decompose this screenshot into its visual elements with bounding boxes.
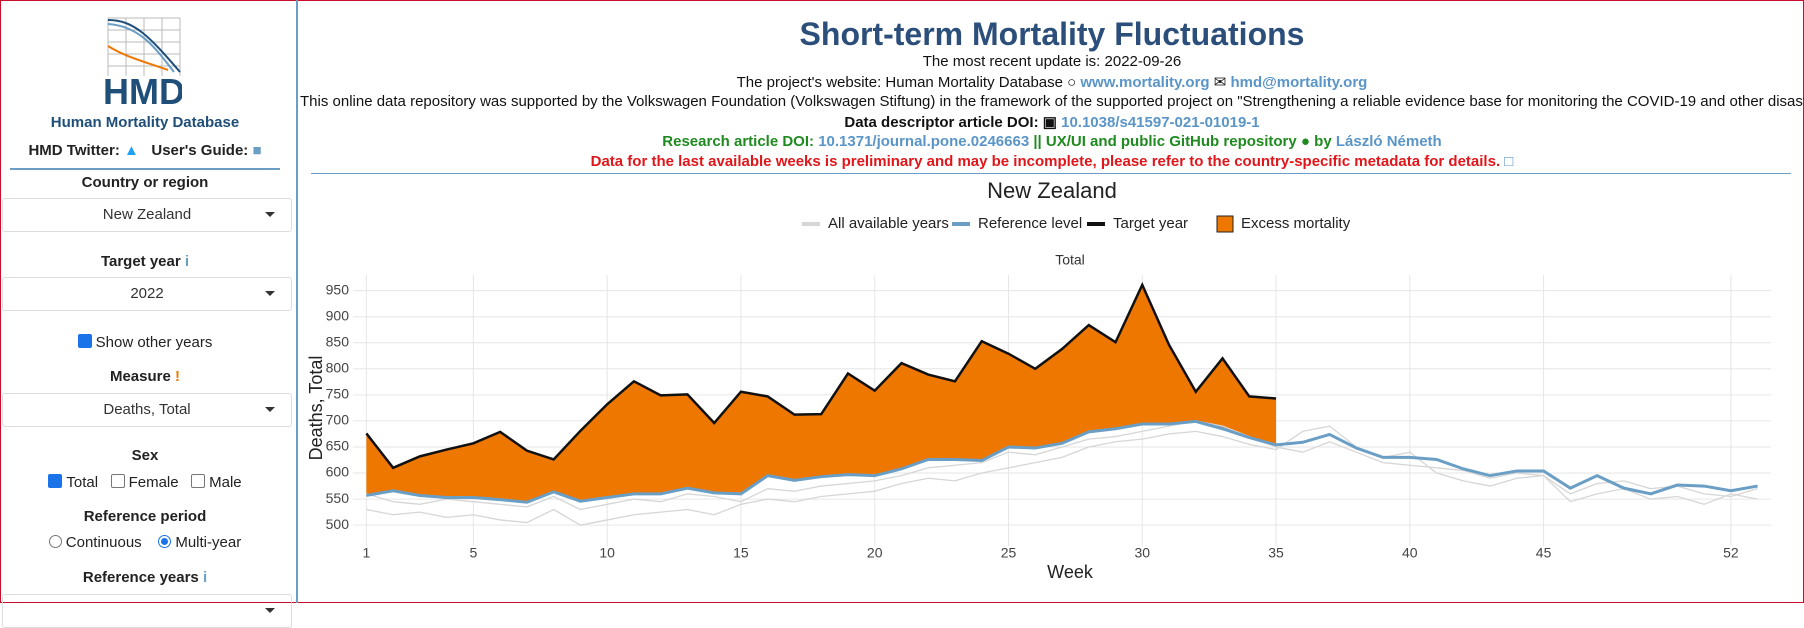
legend-label: Target year <box>1113 215 1188 232</box>
logo: HMD <box>104 17 182 108</box>
divider <box>10 168 280 170</box>
excess-area <box>366 284 1277 503</box>
chart: New Zealand Total Week Deaths, Total 500… <box>306 178 1771 582</box>
sex-label: Sex <box>131 447 159 464</box>
ref-option[interactable]: Multi-year <box>175 534 242 551</box>
country-label: Country or region <box>81 174 209 191</box>
website-link[interactable]: www.mortality.org <box>1080 74 1210 91</box>
update: The most recent update is: 2022-09-26 <box>922 53 1182 70</box>
page-title: Short-term Mortality Fluctuations <box>799 16 1305 52</box>
other-year-line <box>366 420 1758 511</box>
x-tick-label: 30 <box>1134 545 1150 561</box>
measure-label-text: Measure <box>109 368 171 385</box>
y-tick-label: 550 <box>326 490 350 506</box>
show-other[interactable]: Show other years <box>0 334 290 351</box>
research-label: Research article DOI: <box>662 133 815 150</box>
author[interactable]: László Németh <box>1335 133 1442 150</box>
sex-option[interactable]: Total <box>66 474 99 491</box>
show-other-text: Show other years <box>95 334 213 351</box>
chart-title: New Zealand <box>987 178 1117 203</box>
x-tick-label: 15 <box>733 545 749 561</box>
descriptor-line: Data descriptor article DOI: ▣ 10.1038/s… <box>844 114 1260 131</box>
other-year-line <box>366 425 1758 526</box>
x-tick-label: 20 <box>867 545 883 561</box>
sex-option[interactable]: Female <box>128 474 179 491</box>
legend-label: Reference level <box>978 215 1082 232</box>
legend-swatch <box>1216 215 1234 233</box>
email-link[interactable]: hmd@mortality.org <box>1230 74 1368 91</box>
y-axis-title: Deaths, Total <box>306 356 326 461</box>
ref-years-label: Reference years i <box>82 569 208 586</box>
x-tick-label: 40 <box>1402 545 1418 561</box>
legend-label: All available years <box>828 215 949 232</box>
research-link[interactable]: 10.1371/journal.pone.0246663 <box>818 133 1030 150</box>
y-tick-label: 900 <box>326 307 350 323</box>
ref-years-select[interactable] <box>2 594 292 628</box>
guide-label[interactable]: User's Guide: <box>151 142 249 159</box>
x-tick-label: 35 <box>1268 545 1284 561</box>
measure-select[interactable]: Deaths, Total <box>2 393 292 427</box>
research-line: Research article DOI: 10.1371/journal.po… <box>662 133 1442 150</box>
reference-line <box>366 419 1758 504</box>
descriptor-link[interactable]: 10.1038/s41597-021-01019-1 <box>1061 114 1260 131</box>
legend-label: Excess mortality <box>1241 215 1351 232</box>
ref-period-label: Reference period <box>83 508 207 525</box>
website-label: The project's website: Human Mortality D… <box>736 74 1063 91</box>
y-tick-label: 800 <box>326 360 350 376</box>
warning-text: Data for the last available weeks is pre… <box>590 153 1501 170</box>
links-row: HMD Twitter: ▲ User's Guide: ■ <box>28 142 262 159</box>
header-rule <box>311 173 1791 174</box>
x-tick-label: 10 <box>599 545 615 561</box>
website-line: The project's website: Human Mortality D… <box>736 74 1368 91</box>
country-select[interactable]: New Zealand <box>2 198 292 232</box>
ref-years-text: Reference years <box>82 569 199 586</box>
chart-subtitle: Total <box>1055 252 1085 268</box>
y-tick-label: 950 <box>326 281 350 297</box>
x-axis-title: Week <box>1047 562 1094 582</box>
ref-option[interactable]: Continuous <box>65 534 142 551</box>
x-tick-label: 1 <box>362 545 370 561</box>
x-tick-label: 52 <box>1723 545 1739 561</box>
y-tick-label: 650 <box>326 438 350 454</box>
sidebar: HMD Human Mortality Database HMD Twitter… <box>0 0 298 628</box>
target-label-text: Target year <box>100 253 181 270</box>
measure-label: Measure ! <box>109 368 181 385</box>
target-line <box>365 281 1277 470</box>
target-label: Target year i <box>100 253 190 270</box>
y-tick-label: 500 <box>326 516 350 532</box>
y-tick-label: 850 <box>326 333 350 349</box>
logo-text: HMD <box>104 71 182 108</box>
y-tick-label: 750 <box>326 386 350 402</box>
by: by <box>1314 133 1332 150</box>
warning: Data for the last available weeks is pre… <box>590 153 1514 170</box>
x-tick-label: 45 <box>1536 545 1552 561</box>
sex-options: Total Female Male <box>0 474 290 491</box>
x-tick-label: 25 <box>1001 545 1017 561</box>
ref-period-options: Continuous Multi-year <box>0 534 290 551</box>
github[interactable]: || UX/UI and public GitHub repository <box>1033 133 1297 150</box>
target-select[interactable]: 2022 <box>2 277 292 311</box>
x-tick-label: 5 <box>469 545 477 561</box>
site-name: Human Mortality Database <box>50 114 240 131</box>
support: This online data repository was supporte… <box>300 93 1804 110</box>
sex-option[interactable]: Male <box>209 474 242 491</box>
y-tick-label: 600 <box>326 464 350 480</box>
y-tick-label: 700 <box>326 412 350 428</box>
twitter-label[interactable]: HMD Twitter: <box>28 142 120 159</box>
descriptor-label: Data descriptor article DOI: <box>844 114 1039 131</box>
